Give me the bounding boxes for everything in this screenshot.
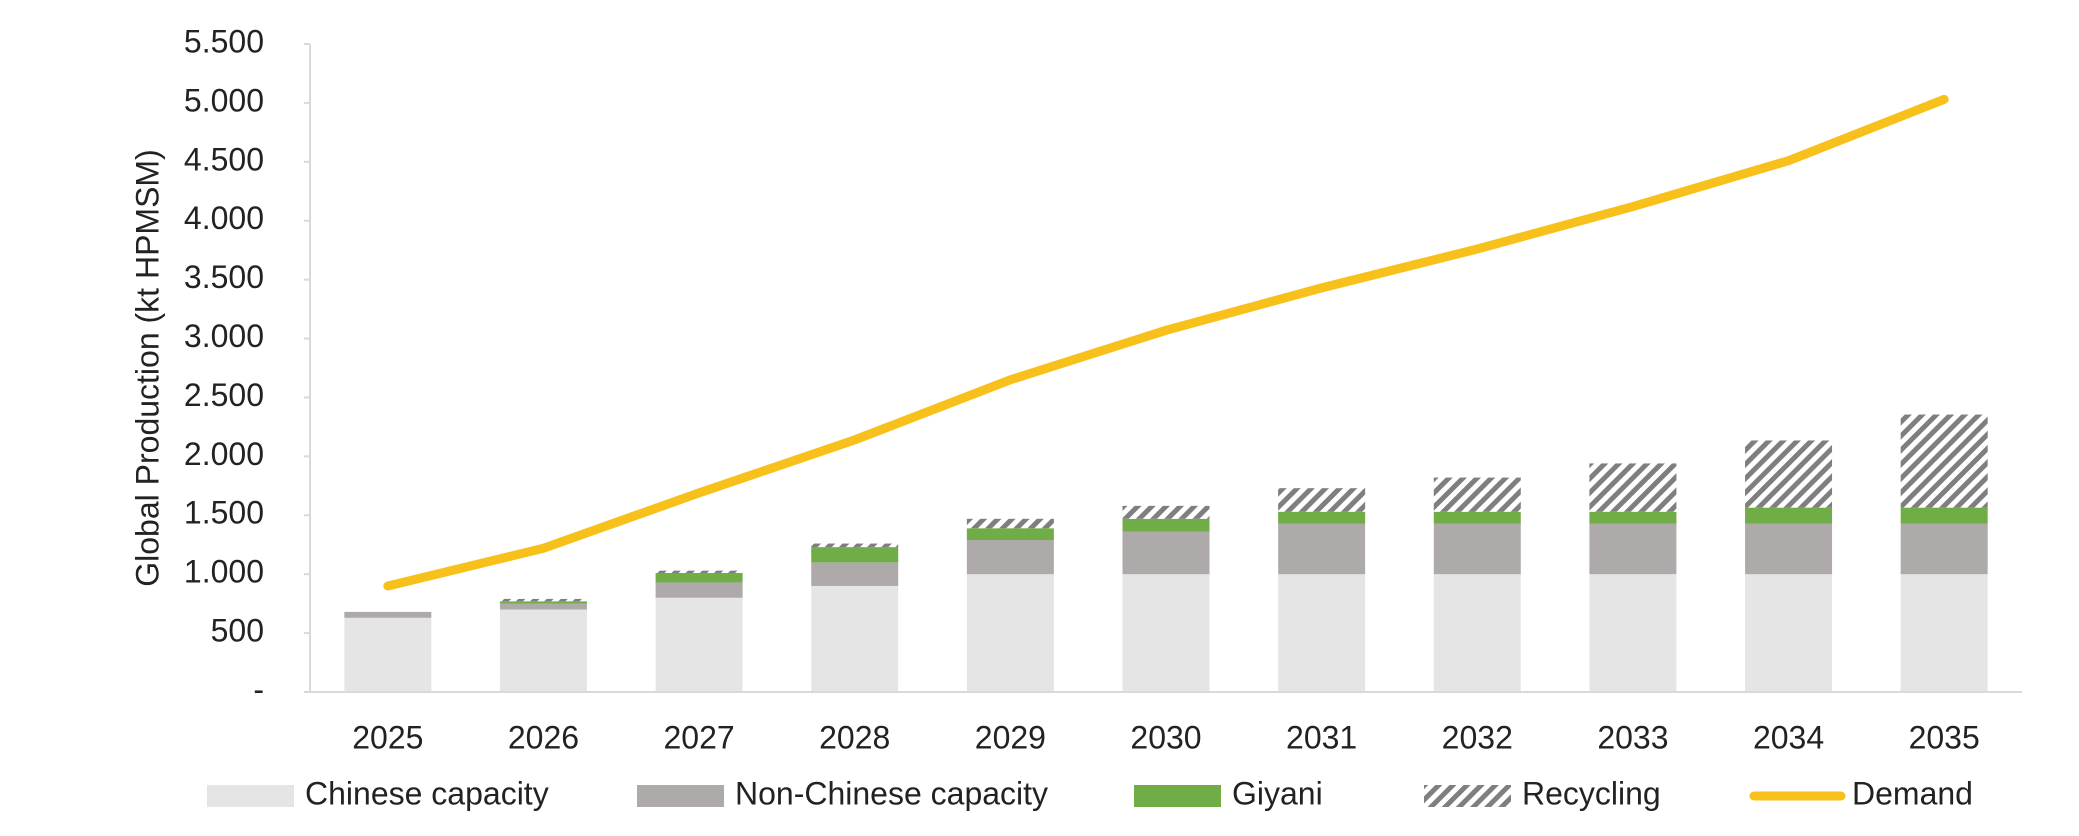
bar-segment <box>1122 505 1210 519</box>
x-tick-label: 2032 <box>1442 719 1513 755</box>
bar-segment <box>655 573 743 583</box>
legend-label: Non-Chinese capacity <box>735 775 1048 811</box>
bar-segment <box>966 518 1054 529</box>
bar-segment <box>655 570 743 574</box>
x-tick-label: 2025 <box>352 719 423 755</box>
bar-segment <box>966 574 1054 692</box>
legend-label: Giyani <box>1232 775 1323 811</box>
y-tick-label: 1.500 <box>184 495 264 531</box>
y-tick-label: 5.500 <box>184 23 264 59</box>
legend-swatch <box>1424 785 1511 807</box>
bar-segment <box>499 598 587 602</box>
y-tick-label: 3.500 <box>184 259 264 295</box>
bar-segment <box>1900 507 1988 524</box>
y-tick-label: 2.500 <box>184 377 264 413</box>
bar-segment <box>1278 511 1366 524</box>
bar-segment <box>655 582 743 598</box>
bar-segment <box>1745 574 1833 692</box>
y-tick-label: 1.000 <box>184 554 264 590</box>
x-tick-label: 2031 <box>1286 719 1357 755</box>
y-tick-label: 4.500 <box>184 141 264 177</box>
line-series <box>383 94 1949 591</box>
y-tick-label: 3.000 <box>184 318 264 354</box>
x-tick-label: 2033 <box>1597 719 1668 755</box>
bar-segment <box>1745 507 1833 524</box>
bar-segment <box>1900 574 1988 692</box>
bar-segment <box>1589 463 1677 512</box>
legend-label: Chinese capacity <box>305 775 549 811</box>
bar-segment <box>1278 488 1366 512</box>
y-tick-label: 5.000 <box>184 82 264 118</box>
bar-segment <box>655 597 743 692</box>
bar-segment <box>966 540 1054 575</box>
bar-segment <box>499 609 587 692</box>
bar-segment <box>811 543 899 548</box>
bar-segment <box>1122 518 1210 532</box>
y-tick-label: 500 <box>211 613 264 649</box>
x-tick-label: 2035 <box>1909 719 1980 755</box>
x-tick-label: 2027 <box>663 719 734 755</box>
x-tick-label: 2030 <box>1130 719 1201 755</box>
x-tick-label: 2026 <box>508 719 579 755</box>
bar-segment <box>1433 511 1521 524</box>
legend-swatch <box>207 785 294 807</box>
bar-segment <box>1900 414 1988 508</box>
bar-segment <box>1278 523 1366 575</box>
y-tick-label: - <box>253 671 264 707</box>
bar-segment <box>1745 523 1833 575</box>
legend-swatch <box>1134 785 1221 807</box>
y-tick-label: 4.000 <box>184 200 264 236</box>
bar-segment <box>499 603 587 610</box>
bar-segment <box>1433 523 1521 575</box>
bar-segment <box>344 617 432 692</box>
bar-segment <box>1900 523 1988 575</box>
bar-segment <box>1433 574 1521 692</box>
x-tick-label: 2029 <box>975 719 1046 755</box>
legend-swatch <box>637 785 724 807</box>
bar-segment <box>1122 531 1210 575</box>
y-tick-label: 2.000 <box>184 436 264 472</box>
bar-segment <box>344 611 432 618</box>
bar-segment <box>1589 511 1677 524</box>
bar-segment <box>811 585 899 692</box>
bar-segment <box>811 547 899 563</box>
bar-segment <box>499 601 587 604</box>
legend-label: Recycling <box>1522 775 1661 811</box>
bar-segment <box>1122 574 1210 692</box>
legend-label: Demand <box>1852 775 1973 811</box>
y-axis-label: Global Production (kt HPMSM) <box>129 149 165 586</box>
bar-segment <box>1278 574 1366 692</box>
x-tick-label: 2028 <box>819 719 890 755</box>
bar-segment <box>966 528 1054 541</box>
bar-segment <box>1433 477 1521 512</box>
bar-segment <box>1589 523 1677 575</box>
bar-segment <box>811 562 899 586</box>
bar-segment <box>1745 440 1833 508</box>
x-tick-label: 2034 <box>1753 719 1824 755</box>
bar-segment <box>1589 574 1677 692</box>
